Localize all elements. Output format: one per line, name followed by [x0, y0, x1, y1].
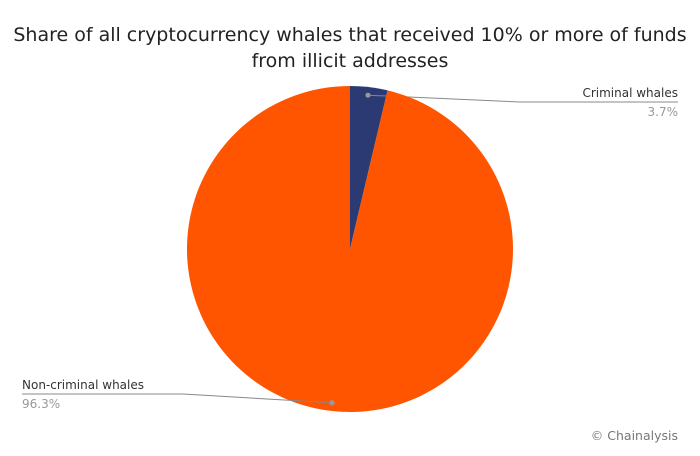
leader-line [22, 393, 333, 404]
slice-label: Criminal whales [582, 86, 678, 100]
slice-value-label: 96.3% [22, 397, 60, 411]
leader-dot [329, 400, 335, 406]
leader-dot [365, 92, 371, 98]
credit: © Chainalysis [590, 428, 678, 443]
chart-title: Share of all cryptocurrency whales that … [13, 24, 687, 72]
leader-line [367, 94, 678, 103]
pie-slice-0 [350, 86, 388, 249]
pie-slice-1 [186, 86, 513, 412]
slice-value-label: 3.7% [648, 105, 679, 119]
slice-label: Non-criminal whales [22, 378, 144, 392]
